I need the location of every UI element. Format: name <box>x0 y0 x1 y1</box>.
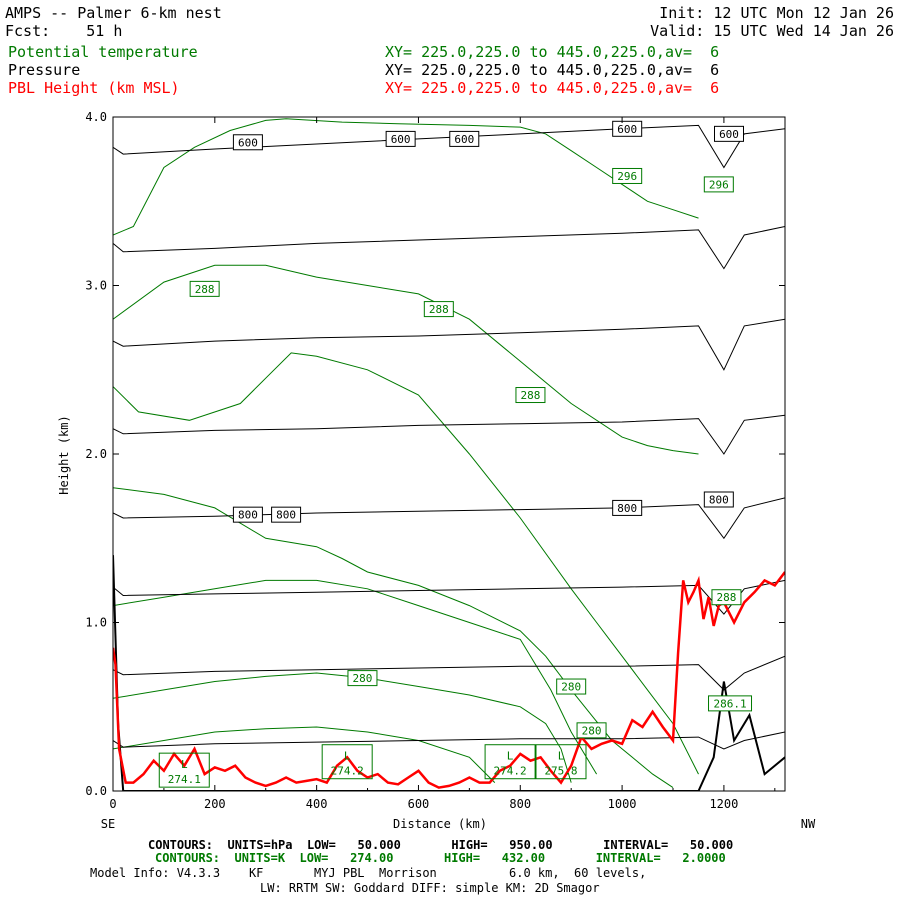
plot-area: 600 600 600 600 600 800 800 800 800 296 296 288 288 2… <box>113 118 785 791</box>
init-time: Init: 12 UTC Mon 12 Jan 26 <box>659 4 894 22</box>
low-marker-3: L <box>558 750 565 763</box>
low-value-2: 274.2 <box>494 765 527 778</box>
theta-label-1: 296 <box>709 178 729 191</box>
theta-label-3: 288 <box>429 303 449 316</box>
low-value-3: 275.8 <box>544 765 577 778</box>
theta-label-5-box <box>347 670 378 687</box>
theta-isentrope-3 <box>113 487 674 789</box>
low-box-1 <box>321 744 373 780</box>
pressure-label-8: 800 <box>709 493 729 506</box>
x-axis-right-end: NW <box>801 817 816 831</box>
pressure-label-8-box <box>703 491 734 508</box>
theta-label-8-box <box>711 589 742 606</box>
theta-label-4-box <box>515 387 546 404</box>
low-marker-1: L <box>344 750 351 763</box>
pressure-isobar-0 <box>113 124 785 169</box>
x-axis-left-end: SE <box>101 817 115 831</box>
theta-isentrope-5 <box>113 672 572 783</box>
low-box-2 <box>484 744 536 780</box>
pressure-label-1: 600 <box>391 133 411 146</box>
y-tick-label-4: 4.0 <box>85 110 107 124</box>
y-tick-label-3: 3.0 <box>85 279 107 293</box>
x-tick-label-1: 200 <box>204 797 226 811</box>
x-tick-label-5: 1000 <box>608 797 637 811</box>
pbl-height-line <box>113 571 785 789</box>
theta-label-2: 288 <box>195 283 215 296</box>
pressure-label-4-box <box>714 125 744 142</box>
pressure-label-1-box <box>385 130 416 147</box>
pressure-isobar-1 <box>113 226 785 270</box>
pressure-label-2-box <box>449 130 480 147</box>
field-name-pbl: PBL Height (km MSL) <box>8 79 180 97</box>
theta-isentrope-6 <box>113 726 496 783</box>
pressure-label-2: 600 <box>454 133 474 146</box>
valid-time: Valid: 15 UTC Wed 14 Jan 26 <box>650 22 894 40</box>
pressure-label-3-box <box>612 120 643 137</box>
plot-frame <box>112 116 786 792</box>
footer-contours-pressure: CONTOURS: UNITS=hPa LOW= 50.000 HIGH= 95… <box>148 838 734 852</box>
forecast-label: Fcst: 51 h <box>5 22 123 40</box>
pressure-label-0-box <box>232 134 263 151</box>
pressure-label-6-box <box>271 506 302 523</box>
low-marker-0: L <box>181 758 188 771</box>
theta-label-5: 280 <box>353 672 373 685</box>
pressure-label-5-box <box>232 506 263 523</box>
pressure-isobar-2 <box>113 318 785 371</box>
pressure-isobar-6 <box>113 655 785 691</box>
y-axis-label: Height (km) <box>57 415 71 494</box>
pressure-label-0: 600 <box>238 136 258 149</box>
y-tick-label-1: 1.0 <box>85 616 107 630</box>
theta-label-6: 280 <box>561 681 581 694</box>
pressure-label-7-box <box>612 499 643 516</box>
low-value-0: 274.1 <box>168 773 201 786</box>
field-xy-pbl: XY= 225.0,225.0 to 445.0,225.0,av= 6 <box>385 79 720 97</box>
theta-label-1-box <box>703 176 734 193</box>
x-tick-label-0: 0 <box>109 797 116 811</box>
x-tick-label-2: 400 <box>306 797 328 811</box>
theta-label-3-box <box>423 301 454 318</box>
pressure-label-3: 600 <box>617 123 637 136</box>
theta-isentrope-4 <box>113 579 598 775</box>
theta-label-9-box <box>708 695 753 712</box>
theta-label-4: 288 <box>521 389 541 402</box>
pressure-label-5: 800 <box>238 509 258 522</box>
theta-label-7: 280 <box>582 724 602 737</box>
footer-contours-theta: CONTOURS: UNITS=K LOW= 274.00 HIGH= 432.… <box>155 851 726 865</box>
theta-label-0: 296 <box>617 170 637 183</box>
theta-label-6-box <box>556 678 587 695</box>
field-xy-pressure: XY= 225.0,225.0 to 445.0,225.0,av= 6 <box>385 61 720 79</box>
y-tick-label-0: 0.0 <box>85 784 107 798</box>
field-name-pressure: Pressure <box>8 61 81 79</box>
pressure-isobar-8 <box>113 555 785 791</box>
theta-label-0-box <box>612 167 643 184</box>
pressure-isobar-4 <box>113 497 785 540</box>
theta-label-7-box <box>576 722 607 739</box>
field-name-theta: Potential temperature <box>8 43 198 61</box>
pressure-isobar-3 <box>113 414 785 455</box>
pressure-isobar-5 <box>113 579 785 615</box>
pressure-label-6: 800 <box>276 509 296 522</box>
x-tick-label-4: 800 <box>509 797 531 811</box>
footer-physics: LW: RRTM SW: Goddard DIFF: simple KM: 2D… <box>260 881 600 895</box>
axis-ticks: 0 200 400 600 800 1000 1200 0.0 1.0 2.0 3.0 4.0 <box>85 110 785 811</box>
low-box-3 <box>535 744 587 780</box>
footer-model-info: Model Info: V4.3.3 KF MYJ PBL Morrison 6… <box>90 866 647 880</box>
x-axis-label: Distance (km) <box>393 817 487 831</box>
theta-label-8: 288 <box>717 591 737 604</box>
low-marker-2: L <box>507 750 514 763</box>
pressure-isobar-7 <box>113 731 785 750</box>
y-tick-label-2: 2.0 <box>85 447 107 461</box>
x-tick-label-3: 600 <box>408 797 430 811</box>
pressure-label-4: 600 <box>719 128 739 141</box>
theta-isentrope-2 <box>113 352 699 775</box>
pressure-label-7: 800 <box>617 502 637 515</box>
low-value-1: 274.2 <box>331 765 364 778</box>
field-xy-theta: XY= 225.0,225.0 to 445.0,225.0,av= 6 <box>385 43 720 61</box>
theta-label-9: 286.1 <box>713 697 746 710</box>
chart-title: AMPS -- Palmer 6-km nest <box>5 4 222 22</box>
low-box-0 <box>158 752 210 788</box>
theta-label-2-box <box>189 280 220 297</box>
x-tick-label-6: 1200 <box>709 797 738 811</box>
